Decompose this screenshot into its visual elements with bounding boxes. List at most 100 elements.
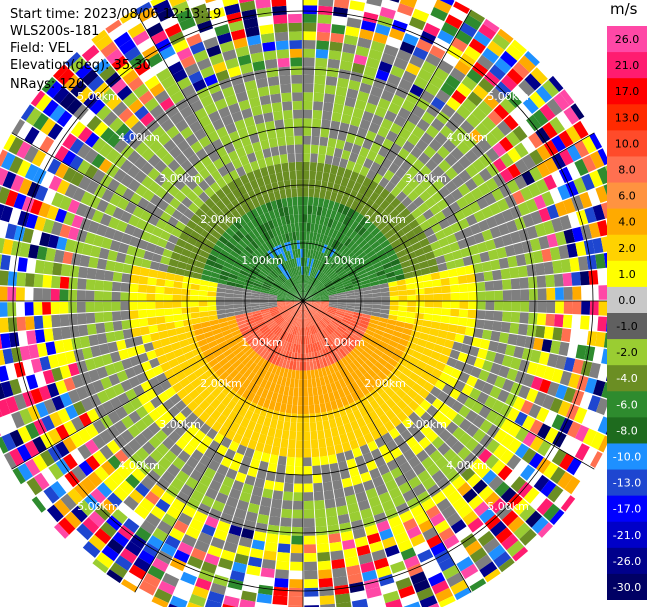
velocity-gate — [297, 275, 301, 284]
velocity-gate — [563, 286, 573, 300]
velocity-gate — [310, 305, 318, 312]
velocity-gate — [341, 318, 351, 325]
velocity-gate — [303, 396, 309, 406]
velocity-gate — [368, 272, 378, 280]
velocity-gate — [47, 158, 62, 175]
velocity-gate — [291, 83, 303, 93]
velocity-gate — [279, 189, 287, 199]
velocity-gate — [409, 54, 425, 68]
velocity-gate — [210, 249, 220, 258]
velocity-gate — [190, 213, 202, 225]
velocity-gate — [193, 266, 204, 274]
velocity-gate — [129, 489, 145, 504]
velocity-gate — [291, 277, 296, 286]
velocity-gate — [422, 273, 432, 282]
velocity-gate — [141, 175, 154, 189]
velocity-gate — [186, 190, 198, 202]
velocity-gate — [418, 260, 429, 269]
velocity-gate — [176, 76, 192, 90]
velocity-gate — [76, 86, 93, 104]
velocity-gate — [281, 233, 287, 244]
velocity-gate — [318, 233, 325, 243]
velocity-gate — [303, 474, 313, 484]
velocity-gate — [364, 209, 374, 220]
velocity-gate — [363, 219, 373, 230]
velocity-gate — [317, 386, 323, 396]
velocity-gate — [493, 352, 505, 365]
velocity-gate — [389, 301, 399, 306]
velocity-gate — [407, 178, 420, 190]
velocity-gate — [396, 249, 407, 259]
velocity-gate — [138, 309, 148, 319]
velocity-gate — [305, 275, 309, 284]
velocity-gate — [294, 222, 300, 232]
velocity-gate — [303, 222, 307, 232]
range-ring-label: 2.00km — [364, 377, 406, 390]
velocity-gate — [337, 294, 347, 298]
velocity-gate — [403, 518, 418, 532]
velocity-gate — [282, 312, 291, 319]
velocity-gate — [180, 483, 195, 497]
velocity-gate — [355, 297, 364, 301]
velocity-gate — [349, 0, 366, 12]
velocity-gate — [324, 226, 331, 236]
velocity-gate — [87, 471, 103, 488]
velocity-gate — [484, 132, 499, 147]
velocity-gate — [380, 291, 390, 297]
velocity-gate — [303, 170, 310, 180]
velocity-gate — [267, 524, 280, 535]
velocity-gate — [286, 294, 295, 298]
velocity-gate — [485, 239, 497, 251]
velocity-gate — [414, 344, 425, 354]
velocity-gate — [432, 423, 446, 436]
velocity-gate — [262, 41, 276, 52]
velocity-gate — [403, 271, 414, 279]
velocity-gate — [33, 315, 44, 330]
velocity-gate — [308, 307, 316, 314]
velocity-gate — [574, 140, 590, 158]
velocity-gate — [546, 287, 556, 300]
velocity-gate — [26, 374, 39, 390]
colorbar-tick-label: -10.0 — [613, 451, 641, 464]
velocity-gate — [292, 509, 303, 519]
velocity-gate — [535, 85, 553, 103]
velocity-gate — [242, 291, 252, 296]
velocity-gate — [313, 395, 320, 405]
velocity-gate — [175, 9, 193, 23]
velocity-gate — [253, 249, 263, 258]
velocity-gate — [113, 434, 128, 449]
velocity-gate — [337, 298, 347, 301]
velocity-gate — [155, 111, 170, 126]
velocity-gate — [402, 489, 417, 503]
velocity-gate — [151, 339, 163, 350]
velocity-gate — [246, 88, 259, 100]
velocity-gate — [416, 376, 427, 388]
velocity-gate — [254, 316, 264, 323]
velocity-gate — [354, 223, 363, 234]
velocity-gate — [0, 383, 6, 400]
velocity-gate — [322, 277, 330, 285]
velocity-gate — [427, 357, 439, 368]
velocity-gate — [274, 163, 282, 174]
velocity-gate — [497, 223, 510, 236]
velocity-gate — [334, 281, 343, 287]
velocity-gate — [526, 324, 537, 337]
azimuth-line — [11, 132, 304, 302]
velocity-gate — [396, 279, 406, 286]
velocity-gate — [486, 372, 498, 386]
velocity-gate — [303, 301, 305, 310]
velocity-gate — [422, 527, 438, 541]
velocity-gate — [269, 84, 281, 95]
velocity-gate — [521, 240, 533, 253]
velocity-gate — [142, 189, 155, 202]
velocity-gate — [242, 399, 252, 410]
velocity-gate — [458, 371, 470, 384]
velocity-gate — [257, 396, 266, 407]
velocity-gate — [500, 418, 514, 433]
velocity-gate — [563, 228, 576, 244]
velocity-gate — [336, 339, 344, 349]
velocity-gate — [329, 462, 340, 473]
velocity-gate — [377, 425, 389, 437]
velocity-gate — [405, 361, 416, 372]
velocity-gate — [264, 211, 272, 222]
